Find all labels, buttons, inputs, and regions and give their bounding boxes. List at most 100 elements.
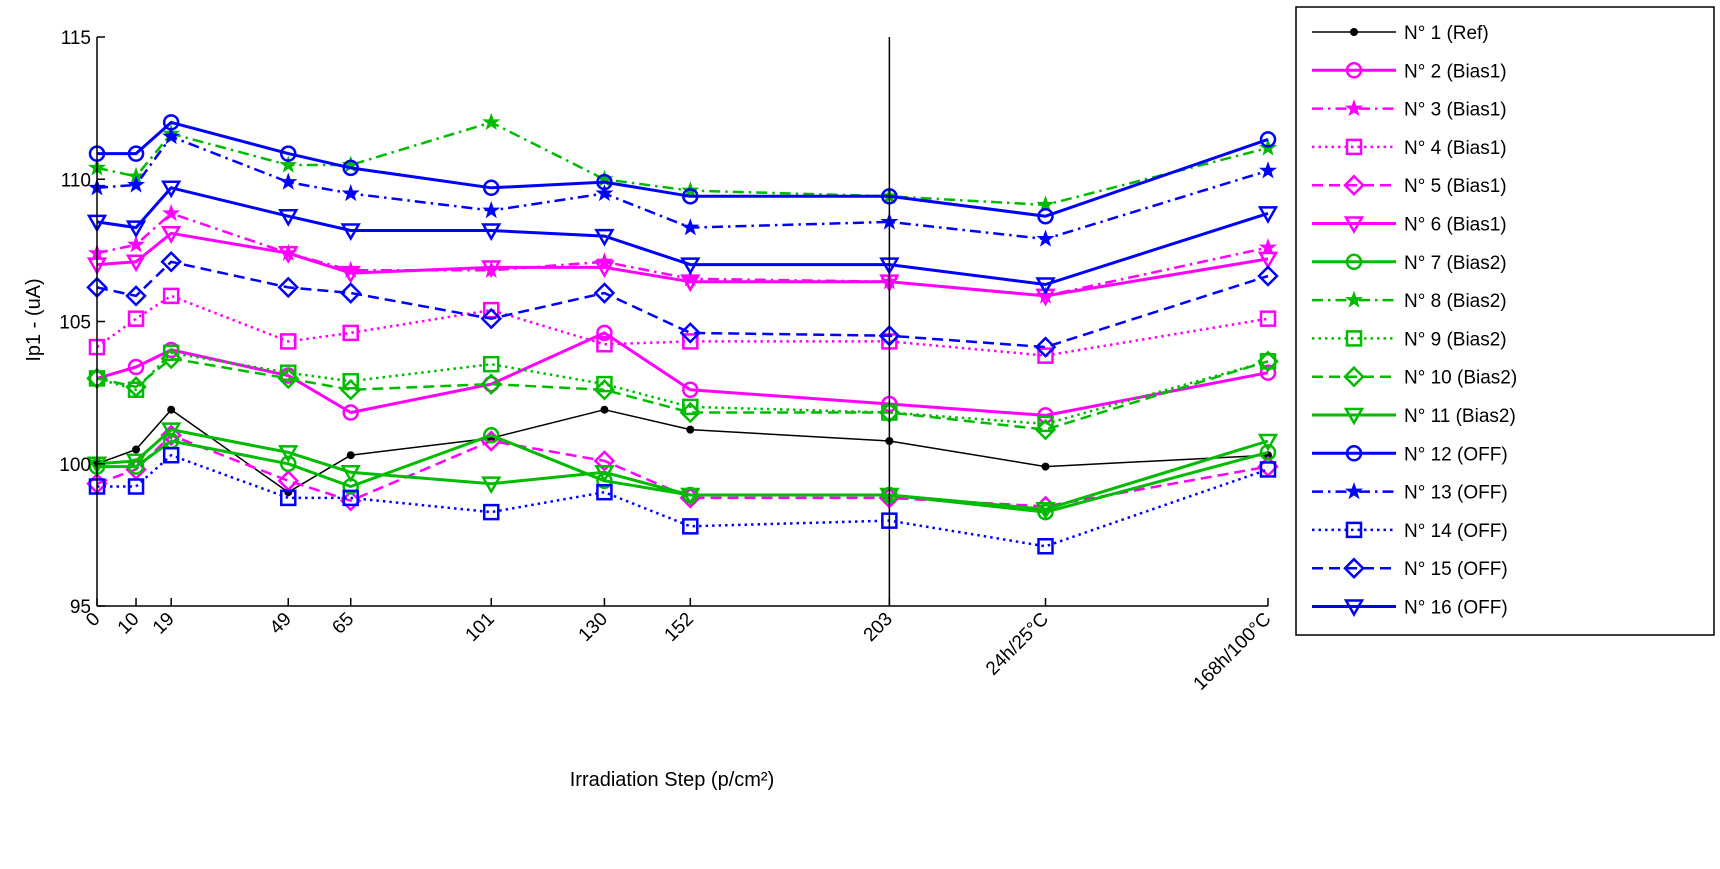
x-tick-label: 49	[266, 609, 296, 639]
series-13	[87, 127, 1278, 247]
data-point	[1257, 433, 1279, 452]
legend-marker	[1343, 174, 1365, 196]
data-point	[280, 145, 297, 162]
series-11	[86, 422, 1279, 520]
data-point	[686, 425, 695, 434]
data-point	[594, 260, 615, 278]
data-point	[481, 223, 502, 241]
data-point	[1035, 288, 1056, 307]
data-point	[160, 424, 182, 447]
data-point	[1259, 364, 1277, 381]
data-point	[1257, 206, 1279, 224]
legend-item: N° 7 (Bias2)	[1312, 253, 1507, 274]
series-12	[88, 114, 1277, 225]
series-line	[96, 408, 1269, 493]
data-point	[277, 367, 300, 390]
legend-marker	[1345, 521, 1363, 539]
data-point	[594, 228, 615, 247]
data-point	[160, 347, 182, 370]
x-tick-label: 152	[661, 609, 698, 646]
data-point	[682, 398, 699, 416]
data-point	[1036, 229, 1055, 247]
x-tick-label: 24h/25°C	[982, 609, 1053, 680]
series-line	[96, 331, 1269, 417]
legend-label: N° 1 (Ref)	[1404, 23, 1489, 44]
data-point	[1258, 238, 1278, 256]
legend-marker	[1344, 99, 1364, 117]
data-point	[280, 489, 297, 507]
data-point	[342, 324, 359, 342]
data-point	[125, 220, 147, 239]
data-point	[339, 379, 362, 401]
data-point	[339, 282, 362, 304]
data-point	[278, 245, 299, 264]
data-point	[341, 183, 360, 202]
data-point	[340, 465, 361, 483]
data-point	[681, 218, 700, 236]
data-point	[127, 145, 145, 162]
series-line	[96, 357, 1269, 431]
data-point	[342, 489, 359, 507]
data-point	[481, 476, 502, 495]
data-point	[482, 301, 500, 319]
data-point	[167, 405, 176, 414]
data-point	[482, 427, 500, 444]
data-point	[280, 333, 297, 350]
data-point	[596, 375, 613, 393]
data-point	[125, 285, 147, 307]
legend-item: N° 1 (Ref)	[1312, 23, 1489, 44]
legend-label: N° 14 (OFF)	[1404, 521, 1508, 542]
data-point	[342, 372, 359, 390]
legend-item: N° 3 (Bias1)	[1312, 99, 1507, 121]
legend-label: N° 10 (Bias2)	[1404, 368, 1517, 389]
legend-marker	[1345, 330, 1363, 347]
legend-item: N° 2 (Bias1)	[1312, 61, 1507, 82]
legend-marker	[1345, 445, 1363, 462]
legend-item: N° 16 (OFF)	[1312, 598, 1508, 619]
legend-label: N° 15 (OFF)	[1404, 559, 1508, 580]
x-tick-label: 0	[82, 609, 104, 631]
legend-label: N° 4 (Bias1)	[1404, 138, 1507, 159]
data-point	[593, 282, 616, 304]
data-point	[1034, 336, 1057, 358]
data-point	[278, 445, 299, 463]
data-point	[482, 201, 501, 219]
data-point	[682, 188, 699, 205]
legend-label: N° 2 (Bias1)	[1404, 61, 1507, 82]
data-point	[1259, 444, 1277, 461]
data-point	[482, 503, 500, 521]
x-tick-label: 168h/100°C	[1190, 609, 1276, 695]
data-point	[682, 518, 699, 535]
data-point	[680, 257, 701, 276]
data-point	[1259, 461, 1277, 478]
data-point	[1035, 502, 1056, 520]
data-point	[1035, 277, 1056, 296]
data-point	[161, 226, 182, 244]
data-point	[1257, 350, 1279, 373]
legend-item: N° 12 (OFF)	[1312, 444, 1508, 465]
legend-item: N° 13 (OFF)	[1312, 482, 1508, 504]
legend-marker	[1343, 365, 1365, 388]
series-line	[96, 186, 1269, 286]
data-point	[278, 208, 299, 227]
data-point	[127, 478, 145, 495]
legend-item: N° 10 (Bias2)	[1312, 365, 1517, 389]
data-point	[1034, 418, 1057, 441]
x-tick-label: 130	[575, 609, 612, 646]
data-point	[279, 155, 298, 173]
legend-item: N° 11 (Bias2)	[1312, 406, 1516, 427]
data-point	[1037, 538, 1054, 555]
y-tick-label: 100	[59, 455, 91, 476]
series-line	[96, 231, 1269, 298]
x-axis-label: Irradiation Step (p/cm²)	[570, 769, 775, 791]
data-point	[480, 373, 503, 395]
series-1	[93, 405, 1272, 497]
data-point	[162, 127, 181, 145]
y-tick-label: 105	[59, 313, 91, 334]
series-4	[88, 287, 1277, 364]
legend-marker	[1343, 557, 1365, 579]
legend: N° 1 (Ref) N° 2 (Bias1) N° 3 (Bias1) N° 4 (…	[1295, 6, 1715, 636]
series-line	[96, 428, 1269, 511]
x-tick-label: 19	[149, 609, 179, 639]
